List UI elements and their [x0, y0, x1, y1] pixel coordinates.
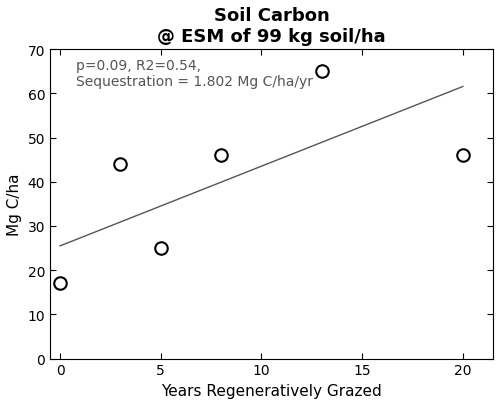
Point — [318, 69, 326, 75]
Point — [116, 162, 124, 168]
Text: p=0.09, R2=0.54,
Sequestration = 1.802 Mg C/ha/yr: p=0.09, R2=0.54, Sequestration = 1.802 M… — [76, 59, 313, 89]
X-axis label: Years Regeneratively Grazed: Years Regeneratively Grazed — [161, 383, 382, 398]
Point — [157, 245, 165, 252]
Point — [459, 153, 467, 159]
Point — [56, 281, 64, 287]
Point — [217, 153, 225, 159]
Y-axis label: Mg C/ha: Mg C/ha — [7, 173, 22, 236]
Title: Soil Carbon
@ ESM of 99 kg soil/ha: Soil Carbon @ ESM of 99 kg soil/ha — [157, 7, 386, 46]
